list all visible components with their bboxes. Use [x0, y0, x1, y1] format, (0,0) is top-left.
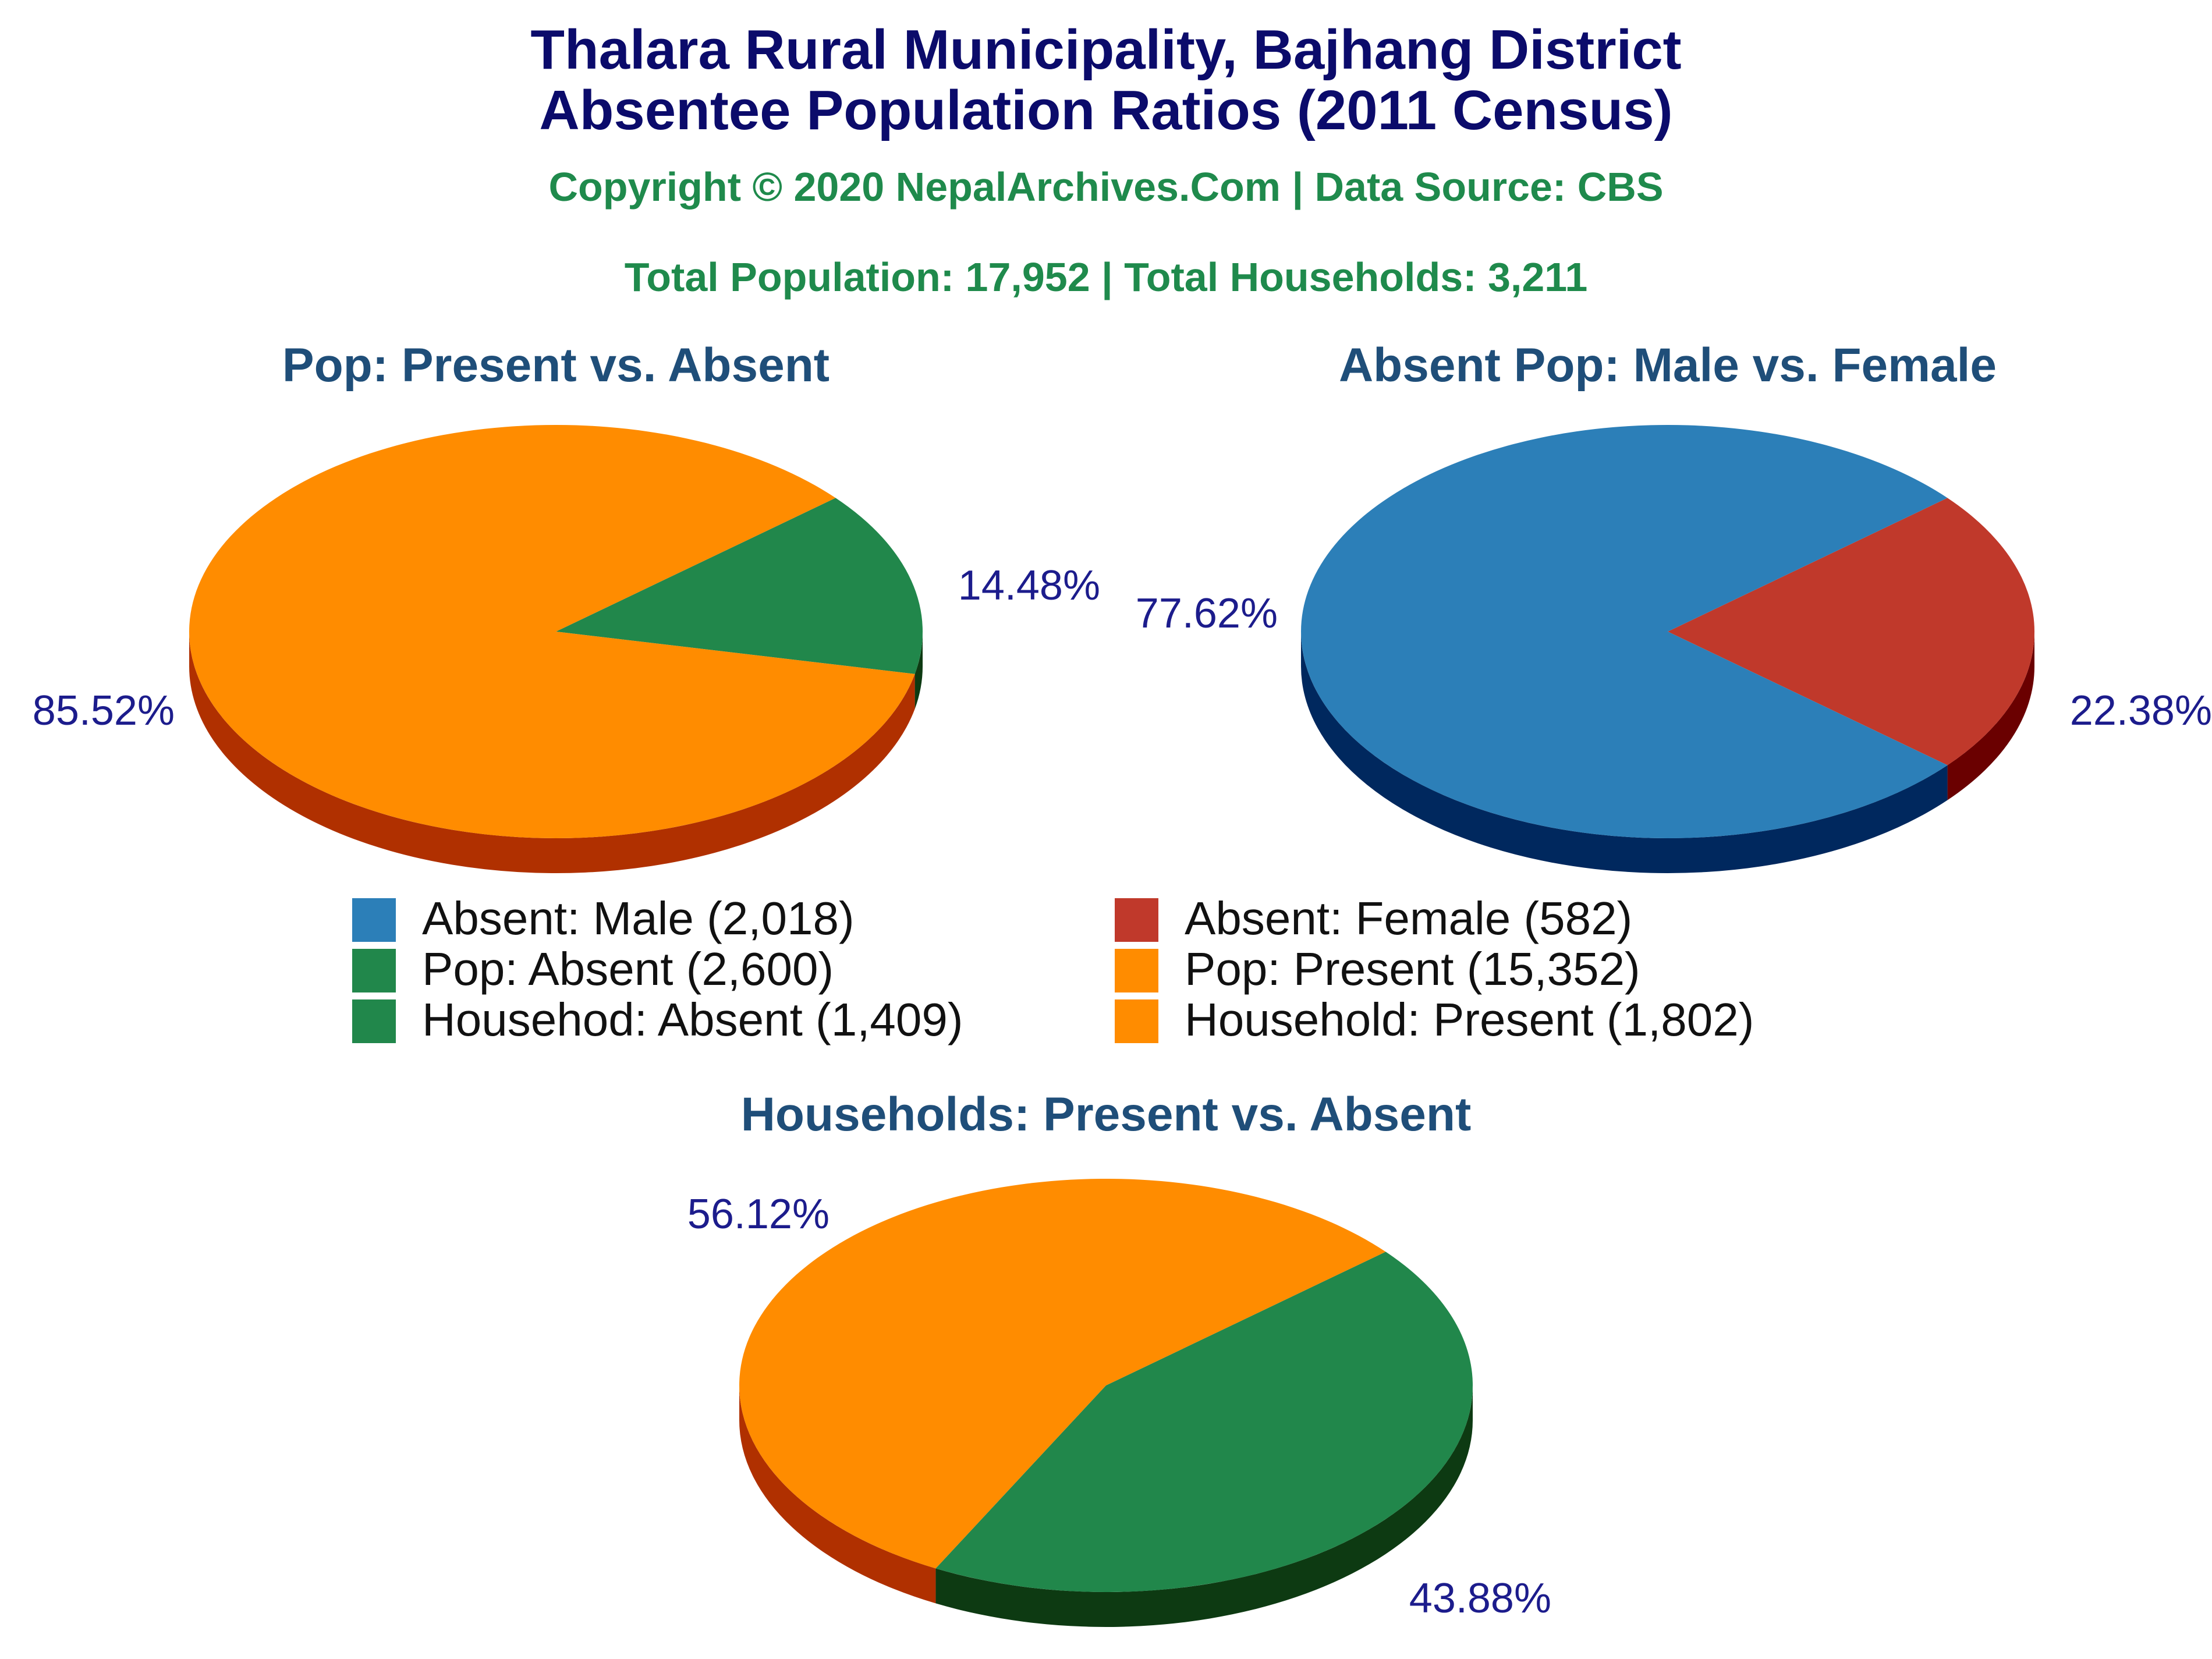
legend-swatch — [1115, 999, 1158, 1043]
legend-label: Absent: Female (582) — [1185, 892, 1632, 944]
pie-side-wall — [739, 1385, 936, 1604]
pie-side-wall — [1947, 632, 2034, 800]
legend-label: Pop: Absent (2,600) — [422, 943, 834, 995]
title-line-1: Thalara Rural Municipality, Bajhang Dist… — [530, 19, 1681, 81]
slice-percent-label: 77.62% — [1136, 590, 1278, 637]
chart-title: Absent Pop: Male vs. Female — [1339, 339, 1997, 392]
pie-side-wall — [935, 1385, 1473, 1627]
legend-swatch — [1115, 949, 1158, 992]
legend-label: Absent: Male (2,018) — [422, 892, 855, 944]
legend-label: Household: Present (1,802) — [1185, 994, 1754, 1045]
pie-slice — [1668, 498, 2034, 765]
slice-percent-label: 85.52% — [33, 687, 175, 734]
pie-slice — [189, 425, 915, 838]
chart-title: Pop: Present vs. Absent — [282, 339, 830, 392]
legend-label: Pop: Present (15,352) — [1185, 943, 1640, 995]
slice-percent-label: 56.12% — [687, 1191, 830, 1238]
pie-slice — [739, 1178, 1386, 1569]
pie-slice — [1300, 425, 1948, 838]
totals-text: Total Population: 17,952 | Total Househo… — [625, 254, 1588, 300]
pie-side-wall — [189, 632, 915, 873]
legend-swatch — [1115, 898, 1158, 942]
chart-title: Households: Present vs. Absent — [741, 1088, 1472, 1141]
title-line-2: Absentee Population Ratios (2011 Census) — [539, 79, 1672, 141]
copyright-text: Copyright © 2020 NepalArchives.Com | Dat… — [548, 164, 1663, 210]
pie-slice — [935, 1252, 1473, 1592]
pie-side-wall — [1301, 632, 1948, 873]
legend-swatch — [352, 999, 396, 1043]
pie-chart-absent-gender: Absent Pop: Male vs. Female 22.38% 77.62% — [1136, 339, 2212, 873]
pie-chart-population: Pop: Present vs. Absent 14.48% 85.52% — [33, 339, 1100, 873]
legend-swatch — [352, 949, 396, 992]
slice-percent-label: 43.88% — [1409, 1575, 1551, 1622]
pie-chart-households: Households: Present vs. Absent 43.88% 56.1… — [687, 1088, 1551, 1627]
legend-label: Househod: Absent (1,409) — [422, 994, 963, 1045]
pie-side-wall — [914, 632, 923, 709]
slice-percent-label: 22.38% — [2070, 687, 2212, 734]
slice-percent-label: 14.48% — [958, 562, 1100, 609]
legend: Absent: Male (2,018) Absent: Female (582)… — [352, 892, 1754, 1045]
pie-slice — [556, 498, 923, 674]
legend-swatch — [352, 898, 396, 942]
